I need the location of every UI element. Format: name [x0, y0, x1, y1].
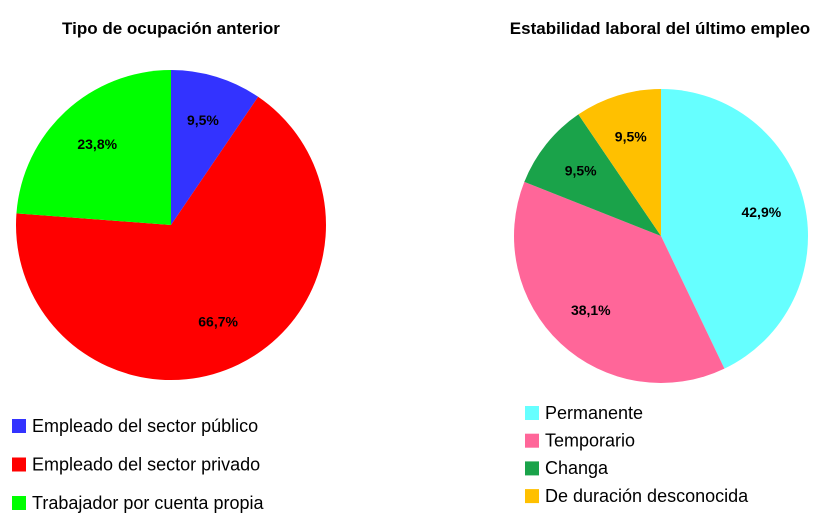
chart-title: Estabilidad laboral del último empleo	[509, 19, 811, 38]
data-label: 38,1%	[571, 302, 611, 318]
data-label: 66,7%	[198, 313, 238, 329]
pie-slice	[16, 70, 172, 225]
pie-slice	[514, 181, 725, 383]
legend-swatch	[525, 461, 539, 476]
legend-swatch	[525, 489, 539, 504]
legend-label: Changa	[545, 458, 609, 478]
legend-swatch	[12, 496, 26, 510]
pie-slice	[16, 96, 327, 380]
legend-label: Trabajador por cuenta propia	[32, 493, 264, 513]
legend-swatch	[12, 457, 26, 472]
pie-slice	[524, 114, 661, 236]
legend-label: Empleado del sector público	[32, 416, 258, 436]
legend-label: Empleado del sector privado	[32, 454, 260, 474]
pie-slice	[661, 89, 808, 369]
legend-swatch	[12, 419, 26, 433]
pie-slice	[171, 70, 259, 225]
pie-slice	[578, 89, 661, 236]
legend-swatch	[525, 406, 539, 420]
data-label: 9,5%	[565, 162, 597, 178]
legend-label: De duración desconocida	[545, 486, 749, 506]
data-label: 9,5%	[187, 112, 219, 128]
legend-label: Permanente	[545, 403, 643, 423]
chart-title: Tipo de ocupación anterior	[62, 19, 280, 38]
legend-swatch	[525, 433, 539, 448]
data-label: 42,9%	[741, 204, 781, 220]
data-label: 9,5%	[615, 128, 647, 144]
legend-label: Temporario	[545, 430, 635, 450]
data-label: 23,8%	[77, 136, 117, 152]
